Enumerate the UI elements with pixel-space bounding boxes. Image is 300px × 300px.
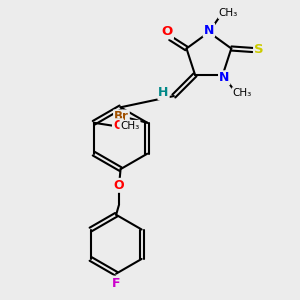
Text: N: N: [204, 24, 214, 37]
Text: CH₃: CH₃: [219, 8, 238, 18]
Text: O: O: [162, 25, 173, 38]
Text: H: H: [158, 86, 169, 99]
Text: O: O: [113, 119, 123, 132]
Text: F: F: [112, 277, 120, 290]
Text: O: O: [114, 179, 124, 192]
Text: N: N: [219, 71, 230, 84]
Text: CH₃: CH₃: [120, 121, 140, 131]
Text: Br: Br: [114, 110, 129, 123]
Text: CH₃: CH₃: [232, 88, 252, 98]
Text: S: S: [254, 44, 264, 56]
